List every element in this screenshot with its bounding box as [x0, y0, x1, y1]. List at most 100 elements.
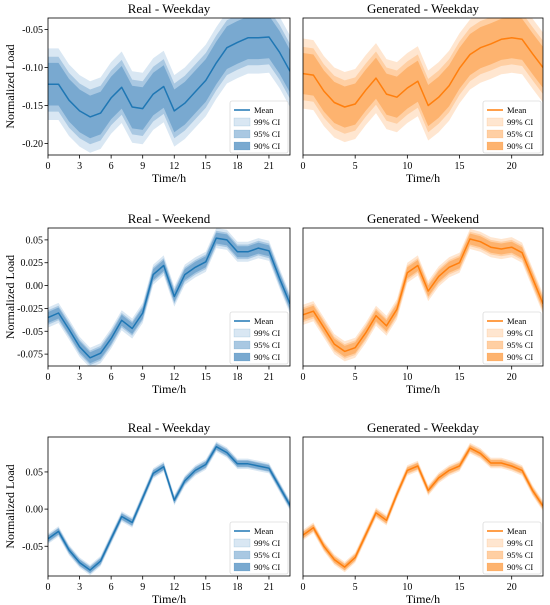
panel-6-xtick-label: 5 [353, 582, 358, 593]
panel-2-ci90-band [303, 18, 543, 128]
panel-4-legend-swatch [486, 340, 504, 350]
panel-4-legend-label: 99% CI [507, 328, 533, 338]
panel-2-legend-box [482, 100, 542, 154]
panel-1-legend-label: 90% CI [254, 141, 280, 151]
panel-5-xtick-label: 0 [46, 582, 51, 593]
panel-1-ytick-label: -0.15 [22, 101, 43, 112]
panel-3-legend-label: 95% CI [254, 340, 280, 350]
panel-1-title: Real - Weekday [128, 1, 211, 16]
panel-3-xlabel: Time/h [152, 382, 186, 396]
panel-2-legend-label: 95% CI [507, 129, 533, 139]
panel-3-legend-swatch [233, 340, 251, 350]
panel-2-legend-label: 90% CI [507, 141, 533, 151]
panel-4-legend: Mean 99% CI 95% CI 90% CI [482, 311, 542, 365]
panel-5-xtick-label: 9 [140, 582, 145, 593]
panel-1-legend-box [229, 100, 289, 154]
panel-6-xlabel: Time/h [406, 592, 440, 605]
panel-3-ytick-label: -0.025 [17, 304, 43, 315]
panel-1-legend-swatch [233, 117, 251, 127]
panel-2-legend-swatch [486, 129, 504, 139]
panel-4: 0 5 10 15 20 Generated - Weekend Time/h Mean 99%… [301, 211, 544, 396]
panel-5-ytick-label: -0.05 [22, 542, 43, 553]
panel-4-xtick-label: 20 [507, 372, 517, 383]
panel-5-xtick-label: 12 [169, 582, 179, 593]
panel-6-legend-label: 95% CI [507, 550, 533, 560]
panel-1-legend-label: 99% CI [254, 117, 280, 127]
panel-1-legend-label: 95% CI [254, 129, 280, 139]
panel-5-xtick-label: 3 [77, 582, 82, 593]
panel-6-xtick-label: 15 [455, 582, 465, 593]
panel-5-legend-label: 90% CI [254, 562, 280, 572]
panel-1-xlabel: Time/h [152, 171, 186, 185]
panel-3-xtick-label: 18 [232, 372, 242, 383]
panel-4-xtick-label: 0 [301, 372, 306, 383]
panel-1-xtick-label: 12 [169, 161, 179, 172]
panel-6-xtick-label: 20 [507, 582, 517, 593]
panel-5-legend-swatch [233, 562, 251, 572]
panel-5-xtick-label: 6 [109, 582, 114, 593]
panel-3-plot-area [48, 228, 290, 366]
panel-2-legend-label: 99% CI [507, 117, 533, 127]
panel-5-ci95-band [48, 442, 290, 574]
panel-2-legend-swatch [486, 117, 504, 127]
panel-5: 0 3 6 9 12 15 18 21 0.05 0.00 -0.05 Real - Weekday T… [3, 420, 291, 605]
panel-4-axes-frame [302, 227, 544, 367]
panel-4-legend-label: Mean [507, 316, 527, 326]
panel-1-mean-line [48, 36, 290, 118]
panel-1-ytick-label: -0.20 [22, 139, 43, 150]
panel-3-legend-swatch [233, 328, 251, 338]
panel-5-xtick-label: 21 [264, 582, 274, 593]
panel-3-xtick-label: 0 [46, 372, 51, 383]
panel-1-plot-area [48, 18, 290, 153]
panel-1-xtick-label: 21 [264, 161, 274, 172]
panel-2-legend-swatch [486, 141, 504, 151]
panel-3-ci95-band [48, 230, 290, 366]
panel-3-axes-frame [47, 227, 291, 367]
panel-4-xtick-label: 5 [353, 372, 358, 383]
panel-1-legend: Mean 99% CI 95% CI 90% CI [229, 100, 289, 154]
panel-5-ylabel: Normalized Load [3, 464, 17, 548]
panel-4-legend-box [482, 311, 542, 365]
panel-5-legend-label: 95% CI [254, 550, 280, 560]
panel-6-legend-label: 99% CI [507, 538, 533, 548]
panel-1-legend-label: Mean [254, 105, 274, 115]
panel-2-legend: Mean 99% CI 95% CI 90% CI [482, 100, 542, 154]
panel-6-legend-swatch [486, 550, 504, 560]
panel-3-legend-label: 99% CI [254, 328, 280, 338]
panel-4-legend-label: 95% CI [507, 340, 533, 350]
panel-4-title: Generated - Weekend [367, 211, 480, 226]
panel-6: 0 5 10 15 20 Generated - Weekday Time/h Mean 99%… [301, 420, 544, 605]
panel-2-xtick-label: 10 [402, 161, 412, 172]
panel-3-xtick-label: 6 [109, 372, 114, 383]
panel-3-legend-box [229, 311, 289, 365]
panel-2-mean-line [303, 37, 543, 108]
panel-3-mean-line [48, 237, 290, 359]
panel-5-xtick-label: 18 [232, 582, 242, 593]
panel-2: 0 5 10 15 20 Generated - Weekday Time/h Mean 99%… [301, 1, 544, 185]
panel-1-ytick-label: -0.10 [22, 63, 43, 74]
panel-3-ytick-label: -0.05 [22, 327, 43, 338]
panel-2-title: Generated - Weekday [367, 1, 480, 16]
panel-3-legend-label: Mean [254, 316, 274, 326]
panel-3-ytick-label: 0.05 [26, 235, 44, 246]
panel-5-legend-swatch [233, 550, 251, 560]
panel-3: 0 3 6 9 12 15 18 21 0.05 0.025 0.00 -0.025 -0.05 -0.0… [3, 211, 291, 396]
panel-5-legend-label: 99% CI [254, 538, 280, 548]
panel-4-legend-swatch [486, 328, 504, 338]
panel-5-title: Real - Weekday [128, 420, 211, 435]
panel-3-ci99-band [48, 228, 290, 366]
panel-4-mean-line [303, 238, 543, 353]
panel-1: 0 3 6 9 12 15 18 21 -0.05 -0.10 -0.15 -0.20 Real - W… [3, 1, 291, 185]
panel-1-xtick-label: 18 [232, 161, 242, 172]
panel-5-legend-swatch [233, 538, 251, 548]
panel-4-xtick-label: 15 [455, 372, 465, 383]
panel-3-xtick-label: 21 [264, 372, 274, 383]
panel-2-legend-label: Mean [507, 105, 527, 115]
panel-5-legend-label: Mean [254, 526, 274, 536]
panel-5-axes-frame [47, 436, 291, 577]
panel-5-legend-box [229, 521, 289, 575]
panel-3-ytick-label: 0.025 [21, 258, 44, 269]
panel-2-xtick-label: 5 [353, 161, 358, 172]
panel-1-ytick-label: -0.05 [22, 25, 43, 36]
panel-4-ci90-band [303, 233, 543, 357]
